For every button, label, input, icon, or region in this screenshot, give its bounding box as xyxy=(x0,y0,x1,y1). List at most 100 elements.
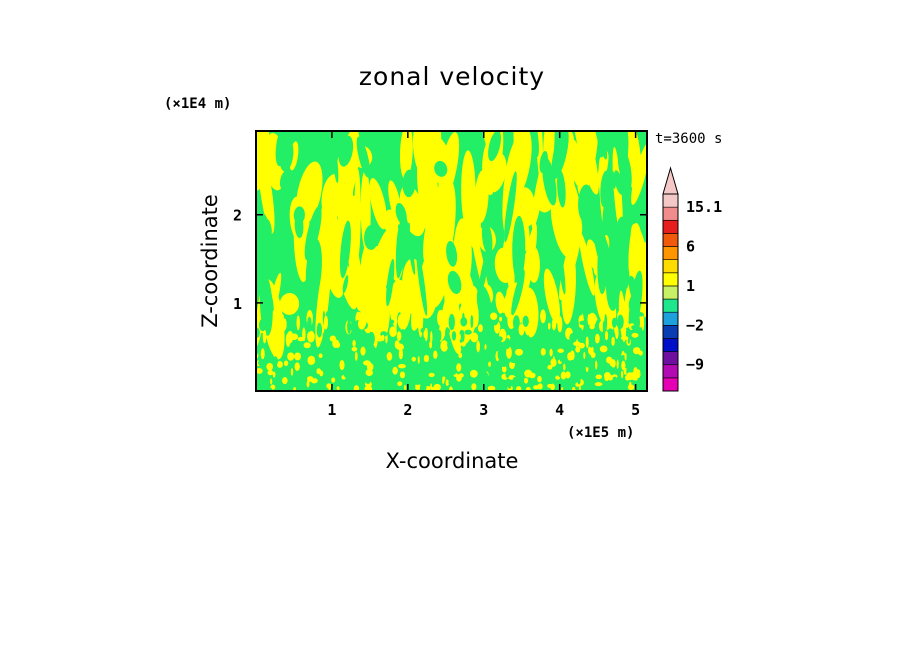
field-blob xyxy=(307,316,312,332)
field-blob xyxy=(319,132,331,172)
field-blob xyxy=(319,370,324,377)
field-blob xyxy=(592,131,608,160)
field-blob xyxy=(296,315,300,331)
field-blob xyxy=(266,362,274,371)
field-blob xyxy=(274,326,278,338)
field-blob xyxy=(258,359,265,367)
field-blob xyxy=(414,383,421,391)
field-blob xyxy=(516,358,522,367)
colorbar-frame xyxy=(662,193,679,392)
field-blob xyxy=(608,374,613,381)
field-blob xyxy=(321,341,324,350)
field-blob xyxy=(388,379,396,386)
field-blob xyxy=(593,222,615,286)
field-blob xyxy=(500,346,505,355)
field-blob xyxy=(304,205,322,261)
colorbar-segment xyxy=(662,338,679,352)
field-blob xyxy=(446,241,458,267)
field-blob xyxy=(590,352,596,359)
field-blob xyxy=(282,377,288,385)
field-blob xyxy=(337,381,344,386)
field-blob xyxy=(507,382,512,389)
field-blob xyxy=(515,386,522,391)
field-blob xyxy=(515,331,520,345)
field-blob xyxy=(448,379,456,386)
colorbar-extend-arrow xyxy=(662,166,679,195)
field-blob xyxy=(589,316,598,323)
field-blob xyxy=(444,366,447,371)
field-blob xyxy=(369,178,387,230)
field-blob xyxy=(483,152,507,193)
field-blob xyxy=(512,215,526,282)
field-blob xyxy=(329,335,337,342)
field-blob xyxy=(407,374,411,379)
field-blob xyxy=(619,334,622,348)
field-blob xyxy=(350,322,357,332)
field-blob xyxy=(398,348,403,360)
field-blob xyxy=(411,356,416,362)
colorbar-segment xyxy=(662,311,679,326)
field-blob xyxy=(499,324,507,329)
x-tick-label: 2 xyxy=(403,401,412,419)
field-blob xyxy=(563,363,566,371)
field-blob xyxy=(273,356,278,366)
field-blob xyxy=(396,331,402,341)
field-blob xyxy=(530,131,539,158)
field-blob xyxy=(440,340,449,352)
field-blob xyxy=(360,346,366,356)
field-blob xyxy=(301,380,306,385)
field-blob xyxy=(476,340,481,353)
field-blob xyxy=(430,383,433,390)
field-blob xyxy=(495,291,506,315)
field-blob xyxy=(477,324,483,333)
field-blob xyxy=(437,329,442,342)
field-blob xyxy=(523,377,529,384)
field-blob xyxy=(490,312,498,320)
field-blob xyxy=(505,371,510,379)
field-blob xyxy=(351,346,358,352)
field-blob xyxy=(420,190,435,229)
field-blob xyxy=(589,324,595,330)
field-blob xyxy=(617,377,625,382)
field-blob xyxy=(389,319,395,324)
field-blob xyxy=(273,333,282,345)
field-blob xyxy=(332,141,339,184)
field-blob xyxy=(425,385,431,391)
field-blob xyxy=(483,323,492,333)
field-blob xyxy=(504,171,517,243)
field-blob xyxy=(416,364,422,372)
field-blob xyxy=(464,329,472,335)
field-blob xyxy=(565,371,571,379)
field-blob xyxy=(632,347,641,355)
field-blob xyxy=(547,383,553,388)
field-blob xyxy=(398,329,407,344)
field-blob xyxy=(324,340,329,349)
field-blob xyxy=(307,355,316,365)
field-blob xyxy=(641,356,647,361)
field-blob xyxy=(434,160,448,177)
field-blob xyxy=(397,363,406,369)
x-unit-label: (×1E5 m) xyxy=(567,425,634,441)
field-blob xyxy=(339,220,351,279)
field-blob xyxy=(594,333,600,344)
field-blob xyxy=(497,348,502,360)
colorbar-segment xyxy=(662,298,679,313)
field-blob xyxy=(447,270,462,295)
plot-frame xyxy=(255,130,648,392)
field-blob xyxy=(627,338,630,344)
field-blob xyxy=(595,360,598,370)
field-blob xyxy=(425,365,429,375)
colorbar-segment xyxy=(662,206,679,221)
field-blob xyxy=(286,319,294,330)
field-blob xyxy=(525,386,531,391)
field-blob xyxy=(614,170,624,195)
field-blob xyxy=(588,372,593,378)
field-blob xyxy=(360,371,366,380)
field-blob xyxy=(471,383,477,391)
field-blob xyxy=(528,357,536,368)
field-blob xyxy=(612,147,623,235)
field-blob xyxy=(628,293,641,314)
field-blob xyxy=(335,151,354,217)
field-blob xyxy=(379,313,385,326)
